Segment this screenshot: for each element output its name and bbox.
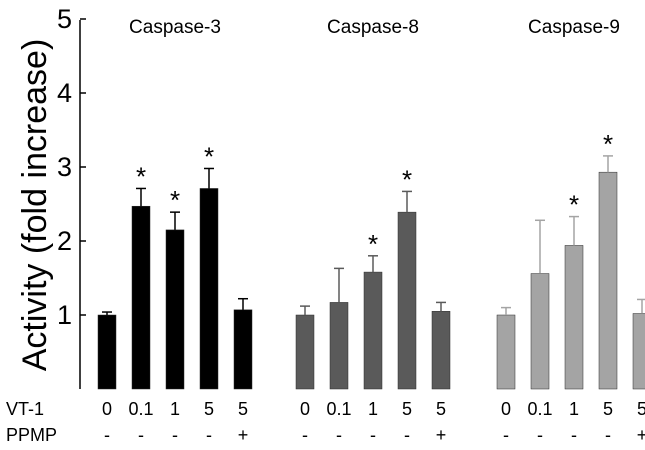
ppmp-label-g1-3: - xyxy=(404,425,410,445)
significance-star-g2-3: * xyxy=(603,129,613,159)
bar-g1-1 xyxy=(329,302,349,390)
vt1-label-g2-1: 0.1 xyxy=(527,399,552,419)
vt1-label-g1-3: 5 xyxy=(402,399,412,419)
group-2: Caspase-90-0.1-*1-*5-5+ xyxy=(496,17,645,445)
significance-star-g2-2: * xyxy=(569,190,579,220)
error-bar-g0-2 xyxy=(170,211,180,230)
error-bar-g1-4 xyxy=(436,301,446,312)
bar-g2-0 xyxy=(496,314,516,390)
ppmp-label-g0-4: + xyxy=(238,425,249,445)
group-1: Caspase-80-0.1-*1-*5-5+ xyxy=(295,17,451,445)
error-bar-g2-0 xyxy=(501,306,511,315)
bar-g1-4 xyxy=(431,311,451,390)
ppmp-label-g1-4: + xyxy=(436,425,447,445)
ppmp-label-g0-3: - xyxy=(206,425,212,445)
vt1-label-g1-4: 5 xyxy=(436,399,446,419)
ppmp-label-g2-0: - xyxy=(503,425,509,445)
ppmp-label-g1-0: - xyxy=(302,425,308,445)
ppmp-label-g2-4: + xyxy=(637,425,645,445)
bar-g2-2 xyxy=(564,245,584,390)
bar-g2-1 xyxy=(530,273,550,390)
vt1-label-g0-2: 1 xyxy=(170,399,180,419)
bar-g0-0 xyxy=(97,314,117,390)
vt1-label-g2-2: 1 xyxy=(569,399,579,419)
ppmp-label-g1-1: - xyxy=(336,425,342,445)
group-title-0: Caspase-3 xyxy=(129,17,221,38)
bar-g2-4 xyxy=(632,313,645,390)
error-bar-g2-1 xyxy=(535,219,545,274)
bar-g1-3 xyxy=(397,211,417,390)
vt1-label-g2-4: 5 xyxy=(637,399,645,419)
ppmp-label-g2-3: - xyxy=(605,425,611,445)
vt1-label-g2-3: 5 xyxy=(603,399,613,419)
error-bar-g1-2 xyxy=(368,255,378,273)
bar-g0-4 xyxy=(233,309,253,390)
y-tick-label-4: 5 xyxy=(57,4,72,34)
significance-star-g1-2: * xyxy=(368,229,378,259)
ppmp-label-g1-2: - xyxy=(370,425,376,445)
ppmp-label-g2-1: - xyxy=(537,425,543,445)
vt1-label-g0-4: 5 xyxy=(238,399,248,419)
error-bar-g1-3 xyxy=(402,190,412,213)
group-title-2: Caspase-9 xyxy=(528,17,620,38)
ppmp-label-g0-2: - xyxy=(172,425,178,445)
error-bar-g2-4 xyxy=(637,298,645,314)
group-0: Caspase-30-*0.1-*1-*5-5+ xyxy=(97,17,253,445)
bar-g0-2 xyxy=(165,229,185,390)
vt1-label-g0-3: 5 xyxy=(204,399,214,419)
bar-g1-0 xyxy=(295,314,315,390)
bar-g1-2 xyxy=(363,271,383,390)
y-axis-label: Activity (fold increase) xyxy=(16,39,54,372)
significance-star-g1-3: * xyxy=(402,164,412,194)
group-title-1: Caspase-8 xyxy=(327,17,419,38)
error-bar-g0-0 xyxy=(102,311,112,315)
error-bar-g1-0 xyxy=(300,305,310,315)
error-bar-g2-2 xyxy=(569,215,579,246)
vt1-label-g0-0: 0 xyxy=(102,399,112,419)
bar-g0-3 xyxy=(199,188,219,390)
bar-g0-1 xyxy=(131,205,151,390)
row-label-vt1: VT-1 xyxy=(6,399,44,419)
vt1-label-g1-1: 0.1 xyxy=(326,399,351,419)
row-label-ppmp: PPMP xyxy=(6,425,57,445)
vt1-label-g1-0: 0 xyxy=(300,399,310,419)
vt1-label-g0-1: 0.1 xyxy=(128,399,153,419)
error-bar-g0-1 xyxy=(136,187,146,207)
error-bar-g0-3 xyxy=(204,167,214,189)
ppmp-label-g0-0: - xyxy=(104,425,110,445)
error-bar-g1-1 xyxy=(334,267,344,303)
vt1-label-g1-2: 1 xyxy=(368,399,378,419)
y-tick-label-2: 3 xyxy=(57,152,72,182)
y-tick-label-0: 1 xyxy=(57,300,72,330)
vt1-label-g2-0: 0 xyxy=(501,399,511,419)
significance-star-g0-3: * xyxy=(204,141,214,171)
bar-g2-3 xyxy=(598,171,618,390)
ppmp-label-g0-1: - xyxy=(138,425,144,445)
error-bar-g0-4 xyxy=(238,297,248,310)
y-tick-label-1: 2 xyxy=(57,226,72,256)
y-tick-label-3: 4 xyxy=(57,78,72,108)
significance-star-g0-1: * xyxy=(136,161,146,191)
ppmp-label-g2-2: - xyxy=(571,425,577,445)
significance-star-g0-2: * xyxy=(170,185,180,215)
error-bar-g2-3 xyxy=(603,155,613,173)
